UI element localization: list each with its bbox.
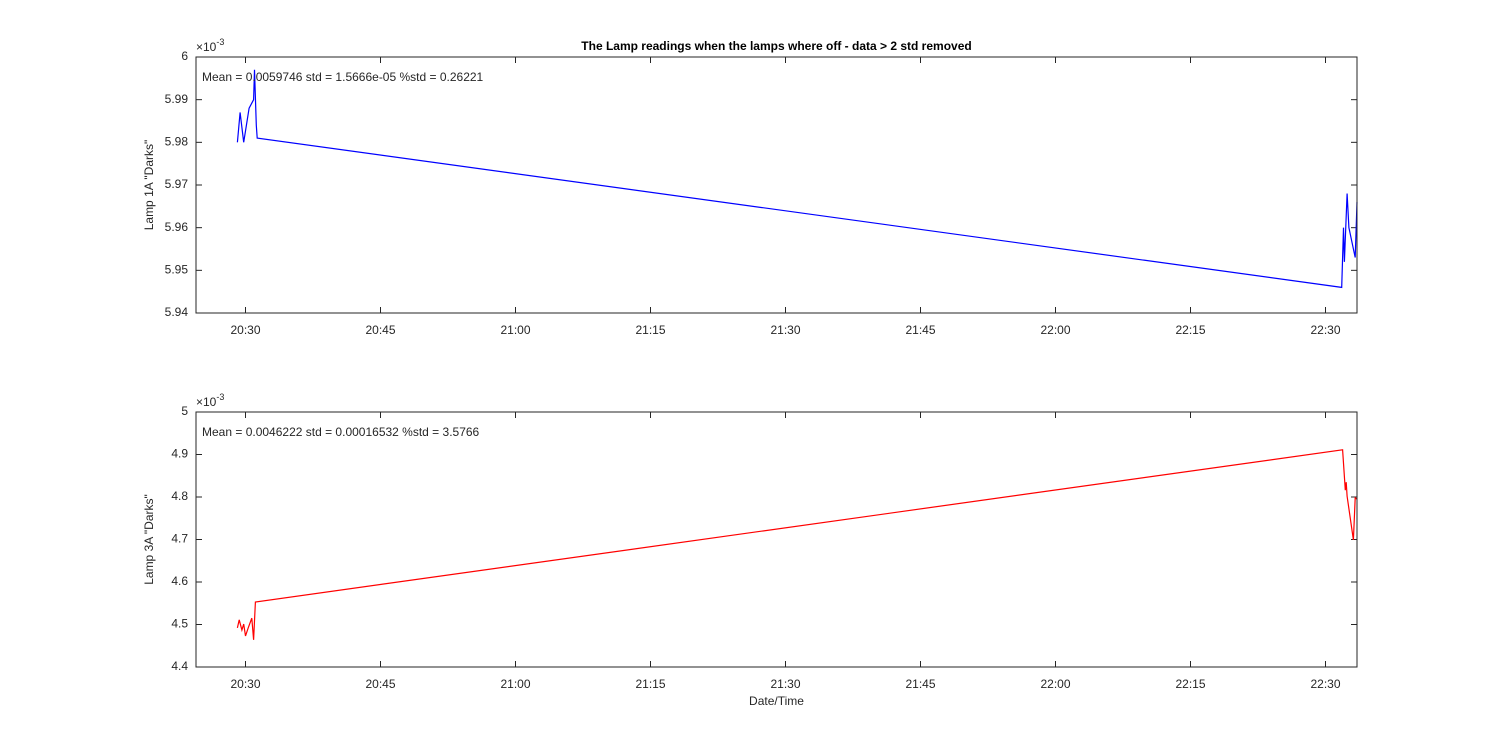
y-tick-label: 5.99: [165, 92, 189, 106]
y-multiplier-power: -3: [216, 392, 224, 402]
x-axis-label: Date/Time: [749, 694, 804, 708]
x-tick-label: 21:00: [500, 323, 530, 337]
y-multiplier-power: -3: [216, 37, 224, 47]
x-tick-label: 21:30: [770, 677, 800, 691]
x-tick-label: 21:45: [905, 323, 935, 337]
x-tick-label: 20:45: [365, 323, 395, 337]
x-tick-label: 21:30: [770, 323, 800, 337]
x-tick-label: 22:15: [1175, 677, 1205, 691]
x-tick-label: 20:30: [230, 323, 260, 337]
y-tick-label: 5.95: [165, 263, 189, 277]
y-tick-label: 4.4: [171, 659, 188, 673]
y-axis-label: Lamp 3A "Darks": [142, 494, 156, 585]
y-multiplier-base: ×10: [196, 40, 217, 54]
y-tick-label: 5: [181, 404, 188, 418]
y-tick-label: 4.7: [171, 532, 188, 546]
x-tick-label: 20:30: [230, 677, 260, 691]
x-tick-label: 22:30: [1310, 677, 1340, 691]
y-tick-label: 5.94: [165, 305, 189, 319]
y-tick-label: 6: [181, 49, 188, 63]
x-tick-label: 20:45: [365, 677, 395, 691]
x-tick-label: 22:00: [1040, 677, 1070, 691]
annotation: Mean = 0.0059746 std = 1.5666e-05 %std =…: [202, 70, 484, 84]
x-tick-label: 21:45: [905, 677, 935, 691]
data-line: [236, 449, 1358, 640]
x-tick-label: 21:15: [635, 677, 665, 691]
y-multiplier: ×10-3: [196, 37, 224, 54]
y-tick-label: 4.6: [171, 574, 188, 588]
plot-area: [196, 412, 1357, 667]
y-tick-label: 4.5: [171, 617, 188, 631]
chart-title: The Lamp readings when the lamps where o…: [581, 39, 971, 53]
y-tick-label: 4.9: [171, 447, 188, 461]
x-tick-label: 21:00: [500, 677, 530, 691]
y-axis-label: Lamp 1A "Darks": [142, 140, 156, 231]
plot-area: [196, 57, 1357, 313]
x-tick-label: 21:15: [635, 323, 665, 337]
x-tick-label: 22:30: [1310, 323, 1340, 337]
y-multiplier-base: ×10: [196, 395, 217, 409]
y-tick-label: 5.96: [165, 220, 189, 234]
axes-box: [195, 56, 1358, 314]
y-tick-label: 5.98: [165, 135, 189, 149]
data-line: [236, 69, 1358, 289]
x-tick-label: 22:00: [1040, 323, 1070, 337]
annotation: Mean = 0.0046222 std = 0.00016532 %std =…: [202, 425, 480, 439]
y-tick-label: 5.97: [165, 177, 189, 191]
y-tick-label: 4.8: [171, 489, 188, 503]
x-tick-label: 22:15: [1175, 323, 1205, 337]
axes-box: [195, 411, 1358, 668]
y-multiplier: ×10-3: [196, 392, 224, 409]
